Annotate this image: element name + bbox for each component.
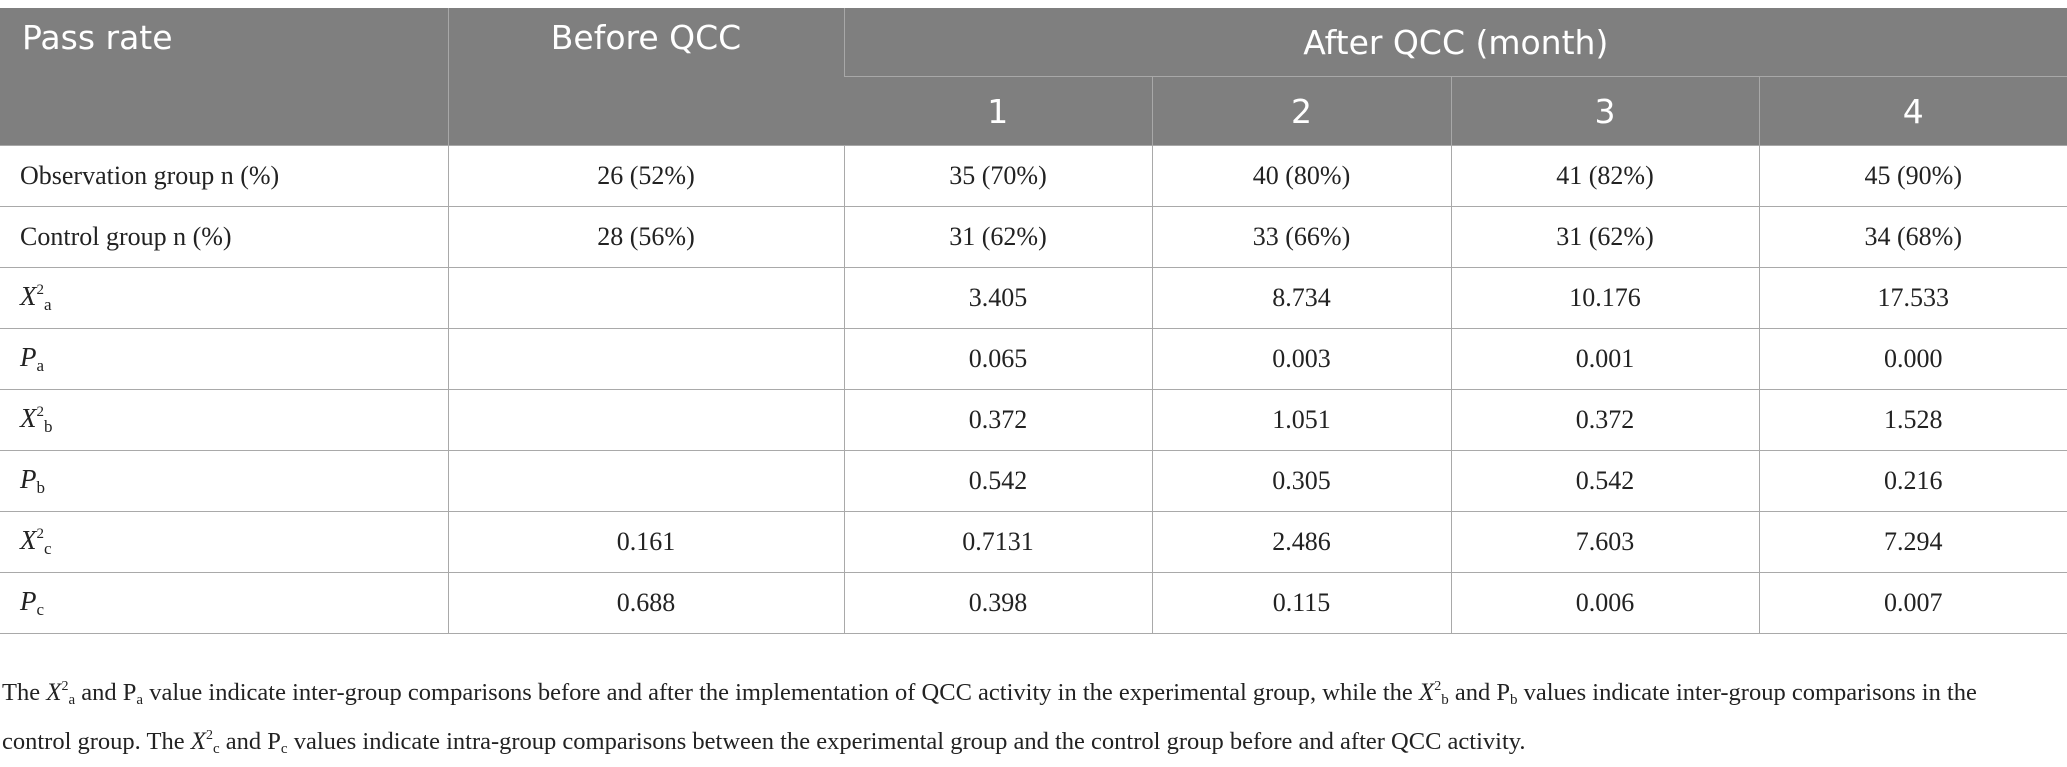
table-footnote: The X2a and Pa value indicate inter-grou…	[2, 678, 1977, 757]
cell-month-2: 0.115	[1151, 572, 1452, 634]
pass-rate-table: Pass rate Before QCC After QCC (month) 1…	[0, 8, 2067, 634]
cell-month-4: 1.528	[1758, 389, 2067, 451]
table-row-observation: Observation group n (%) 26 (52%) 35 (70%…	[0, 145, 2067, 207]
subscript: c	[44, 539, 52, 558]
header-month-2: 2	[1151, 76, 1451, 146]
cell-before	[447, 328, 845, 390]
cell-month-3: 31 (62%)	[1450, 206, 1760, 268]
row-label: Pc	[0, 572, 449, 634]
table-row-x2c: X2c 0.161 0.7131 2.486 7.603 7.294	[0, 511, 2067, 573]
subscript: a	[36, 356, 45, 375]
table-row-pc: Pc 0.688 0.398 0.115 0.006 0.007	[0, 572, 2067, 634]
cell-month-1: 35 (70%)	[843, 145, 1153, 207]
cell-month-4: 17.533	[1758, 267, 2067, 329]
cell-month-3: 0.542	[1450, 450, 1760, 512]
cell-month-3: 0.001	[1450, 328, 1760, 390]
cell-before	[447, 389, 845, 451]
table-row-control: Control group n (%) 28 (56%) 31 (62%) 33…	[0, 206, 2067, 268]
row-label: Observation group n (%)	[0, 145, 449, 207]
row-label: X2b	[0, 389, 449, 451]
cell-month-2: 8.734	[1151, 267, 1452, 329]
cell-month-1: 3.405	[843, 267, 1153, 329]
cell-month-4: 0.007	[1758, 572, 2067, 634]
cell-month-3: 7.603	[1450, 511, 1760, 573]
subscript: b	[44, 417, 53, 436]
cell-month-3: 0.372	[1450, 389, 1760, 451]
cell-month-2: 1.051	[1151, 389, 1452, 451]
cell-month-2: 2.486	[1151, 511, 1452, 573]
cell-month-1: 0.372	[843, 389, 1153, 451]
symbol: X	[20, 525, 37, 555]
cell-before: 28 (56%)	[447, 206, 845, 268]
cell-month-2: 40 (80%)	[1151, 145, 1452, 207]
table-row-x2a: X2a 3.405 8.734 10.176 17.533	[0, 267, 2067, 329]
symbol: P	[20, 586, 37, 616]
header-month-4: 4	[1758, 76, 2067, 146]
cell-before: 0.688	[447, 572, 845, 634]
row-label: X2c	[0, 511, 449, 573]
cell-month-4: 34 (68%)	[1758, 206, 2067, 268]
cell-before: 0.161	[447, 511, 845, 573]
cell-month-3: 10.176	[1450, 267, 1760, 329]
cell-before	[447, 267, 845, 329]
symbol: P	[20, 342, 37, 372]
cell-month-1: 0.7131	[843, 511, 1153, 573]
row-label: Pa	[0, 328, 449, 390]
header-after-qcc: After QCC (month)	[843, 8, 2067, 77]
table-row-x2b: X2b 0.372 1.051 0.372 1.528	[0, 389, 2067, 451]
cell-before: 26 (52%)	[447, 145, 845, 207]
superscript: 2	[36, 526, 45, 542]
cell-month-3: 0.006	[1450, 572, 1760, 634]
cell-before	[447, 450, 845, 512]
header-before-qcc: Before QCC	[447, 8, 844, 146]
cell-month-1: 0.065	[843, 328, 1153, 390]
table-row-pb: Pb 0.542 0.305 0.542 0.216	[0, 450, 2067, 512]
cell-month-4: 7.294	[1758, 511, 2067, 573]
subscript: b	[36, 478, 46, 497]
header-month-1: 1	[844, 76, 1152, 146]
symbol: P	[20, 464, 37, 494]
cell-month-3: 41 (82%)	[1450, 145, 1760, 207]
cell-month-1: 31 (62%)	[843, 206, 1153, 268]
symbol: X	[20, 403, 37, 433]
subscript: a	[44, 295, 52, 314]
cell-month-4: 0.216	[1758, 450, 2067, 512]
cell-month-2: 33 (66%)	[1151, 206, 1452, 268]
header-row-top: Pass rate Before QCC After QCC (month)	[0, 8, 2067, 146]
header-row-months: 1 2 3 4	[0, 76, 2067, 146]
row-label: X2a	[0, 267, 449, 329]
cell-month-1: 0.542	[843, 450, 1153, 512]
table-row-pa: Pa 0.065 0.003 0.001 0.000	[0, 328, 2067, 390]
cell-month-1: 0.398	[843, 572, 1153, 634]
cell-month-4: 45 (90%)	[1758, 145, 2067, 207]
superscript: 2	[36, 282, 45, 298]
header-month-3: 3	[1450, 76, 1759, 146]
header-pass-rate: Pass rate	[0, 8, 448, 146]
row-label: Control group n (%)	[0, 206, 449, 268]
cell-month-4: 0.000	[1758, 328, 2067, 390]
superscript: 2	[36, 404, 45, 420]
subscript: c	[36, 600, 45, 619]
cell-month-2: 0.003	[1151, 328, 1452, 390]
symbol: X	[20, 281, 37, 311]
row-label: Pb	[0, 450, 449, 512]
cell-month-2: 0.305	[1151, 450, 1452, 512]
